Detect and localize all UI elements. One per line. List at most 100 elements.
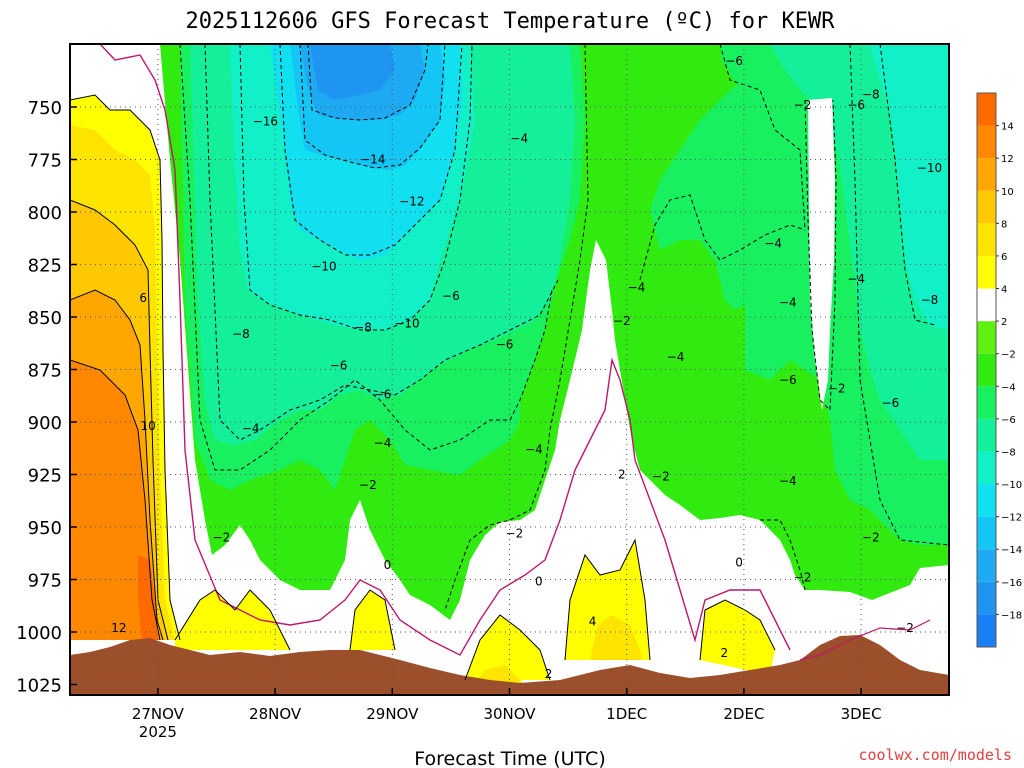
colorbar-tick-label: −4 [1001, 382, 1016, 393]
contour-label: 12 [111, 621, 126, 635]
contour-label: 2 [618, 468, 626, 482]
contour-label: −4 [847, 272, 865, 286]
colorbar-tick-label: −16 [1001, 578, 1022, 589]
y-axis: 750 775 800 825 850 875 900 925 950 975 1000 1025 [16, 98, 77, 697]
colorbar-segment [977, 484, 996, 517]
contour-label-group: −16−14−12−10−10−8 −8−6−6−6−6−6−6−6−6−4−4−… [111, 54, 942, 681]
y-tick-label: 1000 [16, 623, 62, 644]
colorbar-segment [977, 223, 996, 256]
y-tick-label: 875 [28, 361, 62, 382]
plot-area: −16−14−12−10−10−8 −8−6−6−6−6−6−6−6−6−4−4−… [70, 44, 949, 695]
colorbar-tick-label: −8 [1001, 447, 1016, 458]
contour-label: −6 [847, 98, 865, 112]
colorbar-tick-label: −6 [1001, 415, 1016, 426]
y-tick-label: 750 [28, 98, 62, 119]
y-tick-label: 800 [28, 203, 62, 224]
contour-label: −4 [779, 474, 797, 488]
colorbar-segment [977, 516, 996, 550]
credit-text: coolwx.com/models [858, 746, 1012, 764]
contour-label: −2 [828, 381, 846, 395]
ground-terrain [70, 635, 949, 695]
chart-title: 2025112606 GFS Forecast Temperature (ºC)… [185, 9, 835, 34]
contour-label: 0 [735, 556, 743, 570]
colorbar-tick-label: 4 [1001, 285, 1007, 296]
x-tick-label: 27NOV [132, 705, 185, 723]
x-axis-label: Forecast Time (UTC) [414, 748, 605, 768]
colorbar-frame [976, 92, 997, 648]
band-white-column [808, 98, 835, 410]
contour-label: −10 [311, 260, 336, 274]
contour-label: −2 [652, 470, 670, 484]
colorbar-segment [977, 93, 996, 126]
band-red-orange [138, 555, 158, 640]
colorbar-tick-label: 6 [1001, 252, 1007, 263]
colorbar-tick-label: −2 [1001, 350, 1016, 361]
y-tick-label: 950 [28, 518, 62, 539]
contour-label: 4 [589, 615, 597, 629]
contour-label: −14 [360, 153, 385, 167]
contour-label: −2 [359, 478, 377, 492]
y-tick-label: 850 [28, 308, 62, 329]
contour-label: −4 [779, 295, 797, 309]
x-tick-label: 30NOV [483, 705, 536, 723]
contour-label: −4 [764, 237, 782, 251]
colorbar-segment [977, 288, 996, 322]
contour-label: −2 [794, 570, 812, 584]
contour-label: −4 [667, 350, 685, 364]
colorbar-segment [977, 190, 996, 224]
contour-label: −6 [882, 396, 900, 410]
contour-label: −4 [628, 281, 646, 295]
contour-label: 10 [140, 419, 155, 433]
contour-label: 6 [139, 291, 147, 305]
colorbar-tick-label: 14 [1001, 122, 1014, 133]
contour-label: 0 [535, 575, 543, 589]
x-tick-label: 28NOV [249, 705, 302, 723]
colorbar-segment [977, 581, 996, 615]
colorbar-tick-label: 12 [1001, 154, 1014, 165]
band-deep-blue [310, 44, 395, 100]
contour-label: −4 [242, 421, 260, 435]
contour-label: −2 [213, 531, 231, 545]
colorbar-segment [977, 158, 996, 191]
contour-label: −2 [613, 314, 631, 328]
contour-label: −6 [725, 54, 743, 68]
band-gold-bumps [470, 615, 642, 690]
colorbar-tick-label: −12 [1001, 513, 1022, 524]
contour-label: −6 [330, 358, 348, 372]
x-tick-sublabel: 2025 [139, 723, 177, 741]
colorbar-segment [977, 614, 996, 647]
colorbar-tick-label: −14 [1001, 545, 1022, 556]
contour-label: −8 [354, 321, 372, 335]
colorbar-segment [977, 418, 996, 452]
y-tick-label: 925 [28, 466, 62, 487]
contour-label: −8 [232, 327, 250, 341]
y-tick-label: 900 [28, 413, 62, 434]
x-tick-label: 2DEC [723, 705, 764, 723]
contour-label: −4 [374, 436, 392, 450]
colorbar-segment [977, 255, 996, 289]
contour-label: −2 [506, 526, 524, 540]
contour-lines [70, 44, 949, 681]
colorbar-tick-label: 8 [1001, 219, 1007, 230]
band-teal-right2 [870, 44, 949, 330]
x-tick-label: 1DEC [606, 705, 647, 723]
y-tick-label: 775 [28, 151, 62, 172]
colorbar-tick-label: −18 [1001, 610, 1022, 621]
y-tick-label: 1025 [16, 676, 62, 697]
contour-label: −6 [779, 373, 797, 387]
colorbar-segment [977, 451, 996, 485]
contour-label: −8 [862, 87, 880, 101]
contour-label: −10 [917, 161, 942, 175]
colorbar: −18 −16 −14 −12 −10 −8 −6 −4 −2 2 4 6 8 10 12 14 [976, 92, 1022, 648]
y-tick-label: 825 [28, 256, 62, 277]
x-tick-label: 29NOV [366, 705, 419, 723]
contour-label: 2 [545, 667, 553, 681]
colorbar-segment [977, 353, 996, 387]
contour-label: −16 [253, 115, 278, 129]
colorbar-tick-label: 10 [1001, 187, 1014, 198]
contour-label: −2 [794, 98, 812, 112]
colorbar-segment [977, 321, 996, 354]
contour-label: −10 [394, 316, 419, 330]
